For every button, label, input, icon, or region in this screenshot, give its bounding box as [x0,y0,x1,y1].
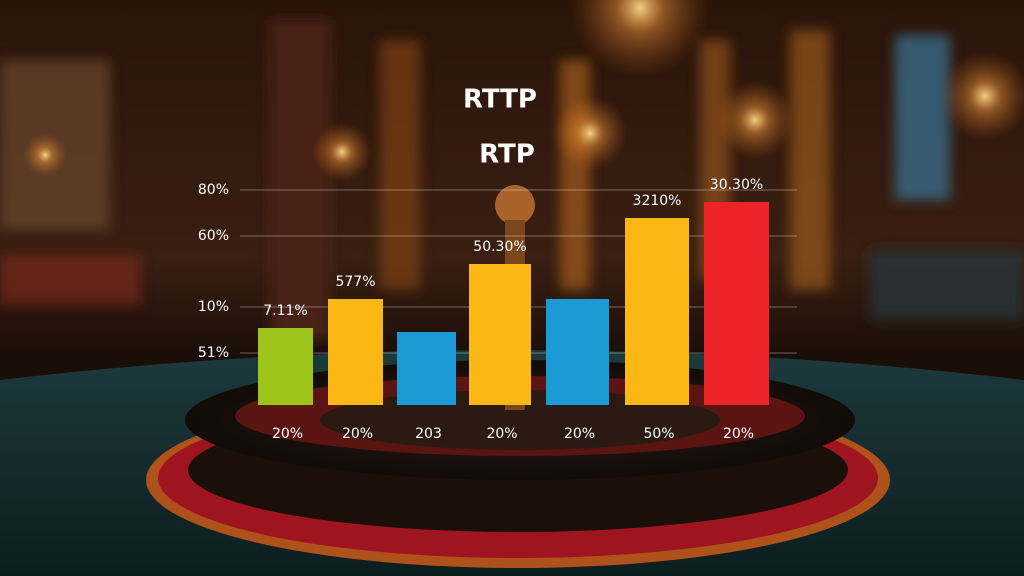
bar-base-label: 20% [486,426,517,442]
axis-label: 51% [198,345,229,361]
chart-title: RTTP [463,85,537,115]
bar-label: 30.30% [710,177,763,193]
bar-base-label: 20% [723,426,754,442]
bar-base-label: 20% [564,426,595,442]
bar [258,328,313,405]
axis-label: 60% [198,228,229,244]
bar [397,332,456,405]
bar-base-label: 20% [272,426,303,442]
bar-label: 7.11% [263,303,307,319]
bar-base-label: 50% [643,426,674,442]
axis-label: 10% [198,299,229,315]
bar [704,202,769,405]
bar-label: 50.30% [473,239,526,255]
bar [469,264,531,405]
bar-label: 577% [335,274,375,290]
bar-label: 3210% [633,193,682,209]
chart-title: RTP [479,140,535,170]
bar-base-label: 20% [342,426,373,442]
bar [546,299,609,405]
bar [328,299,383,405]
chart-overlay: RTTP RTP 80% 60% 10% 51% 7.11% 20% 577% 20% 203 50.… [198,85,797,442]
bar [625,218,689,405]
bar-base-label: 203 [415,426,442,442]
axis-label: 80% [198,182,229,198]
